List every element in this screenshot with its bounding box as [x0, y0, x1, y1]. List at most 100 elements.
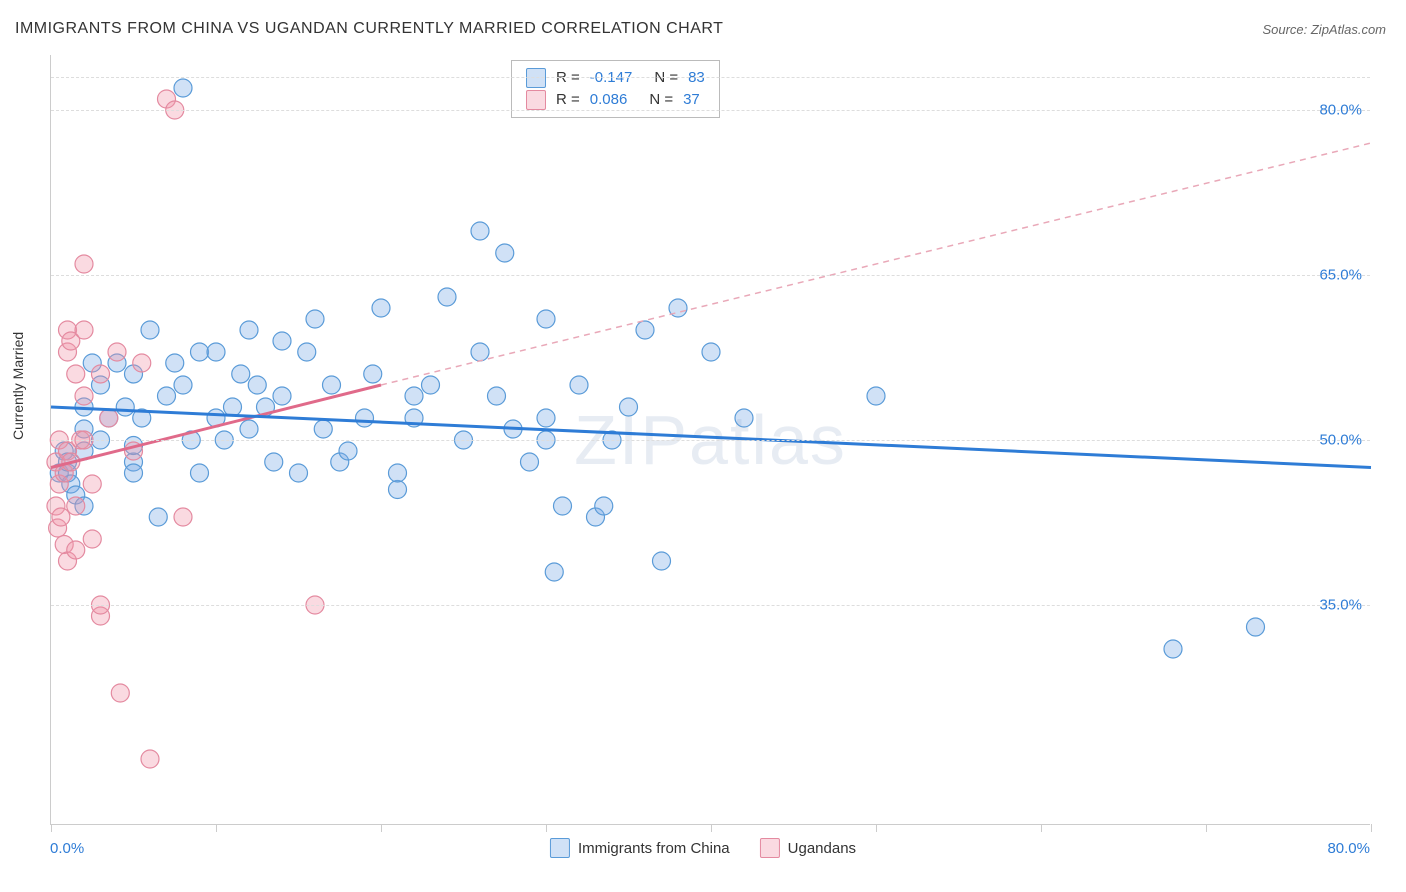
data-point [149, 508, 167, 526]
data-point [595, 497, 613, 515]
data-point [83, 530, 101, 548]
data-point [191, 343, 209, 361]
source-text: Source: ZipAtlas.com [1262, 22, 1386, 37]
legend-swatch [550, 838, 570, 858]
data-point [620, 398, 638, 416]
x-tick [51, 824, 52, 832]
y-tick-label: 35.0% [1319, 597, 1362, 614]
gridline [51, 605, 1370, 606]
data-point [389, 481, 407, 499]
x-tick [1206, 824, 1207, 832]
y-tick-label: 50.0% [1319, 432, 1362, 449]
data-point [273, 387, 291, 405]
data-point [108, 343, 126, 361]
data-point [323, 376, 341, 394]
data-point [240, 321, 258, 339]
data-point [67, 497, 85, 515]
data-point [389, 464, 407, 482]
legend-stat-row: R = -0.147N = 83 [526, 67, 705, 89]
data-point [735, 409, 753, 427]
data-point [653, 552, 671, 570]
data-point [100, 409, 118, 427]
data-point [75, 387, 93, 405]
chart-title: IMMIGRANTS FROM CHINA VS UGANDAN CURRENT… [15, 20, 723, 38]
data-point [339, 442, 357, 460]
data-point [554, 497, 572, 515]
data-point [1164, 640, 1182, 658]
gridline [51, 77, 1370, 78]
data-point [67, 365, 85, 383]
x-tick [1041, 824, 1042, 832]
data-point [306, 310, 324, 328]
stat-n-value: 83 [688, 67, 705, 89]
data-point [240, 420, 258, 438]
legend-swatch [760, 838, 780, 858]
gridline [51, 110, 1370, 111]
data-point [174, 508, 192, 526]
data-point [364, 365, 382, 383]
data-point [166, 354, 184, 372]
gridline [51, 440, 1370, 441]
y-tick-label: 80.0% [1319, 102, 1362, 119]
trend-line [381, 143, 1371, 385]
data-point [1247, 618, 1265, 636]
stat-n-value: 37 [683, 89, 700, 111]
data-point [92, 365, 110, 383]
data-point [537, 310, 555, 328]
y-axis-title: Currently Married [10, 332, 26, 440]
legend-label: Ugandans [788, 840, 856, 857]
data-point [702, 343, 720, 361]
data-point [405, 387, 423, 405]
data-point [273, 332, 291, 350]
data-point [298, 343, 316, 361]
stat-r-value: 0.086 [590, 89, 628, 111]
data-point [174, 79, 192, 97]
data-point [521, 453, 539, 471]
data-point [141, 321, 159, 339]
data-point [265, 453, 283, 471]
data-point [496, 244, 514, 262]
legend-stat-row: R = 0.086 N = 37 [526, 89, 705, 111]
gridline [51, 275, 1370, 276]
data-point [570, 376, 588, 394]
data-point [438, 288, 456, 306]
plot-area: ZIPatlas R = -0.147N = 83R = 0.086N = 37… [50, 55, 1370, 825]
y-tick-label: 65.0% [1319, 267, 1362, 284]
data-point [356, 409, 374, 427]
x-tick [876, 824, 877, 832]
data-point [372, 299, 390, 317]
legend-label: Immigrants from China [578, 840, 730, 857]
legend-swatch [526, 68, 546, 88]
data-point [636, 321, 654, 339]
x-max-label: 80.0% [1327, 840, 1370, 857]
data-point [422, 376, 440, 394]
data-point [232, 365, 250, 383]
data-point [537, 409, 555, 427]
data-point [471, 222, 489, 240]
legend-item: Immigrants from China [550, 838, 730, 858]
stat-r-label: R = [556, 89, 580, 111]
x-min-label: 0.0% [50, 840, 84, 857]
data-point [488, 387, 506, 405]
data-point [83, 475, 101, 493]
legend-item: Ugandans [760, 838, 856, 858]
data-point [314, 420, 332, 438]
x-tick [546, 824, 547, 832]
data-point [125, 464, 143, 482]
x-tick [711, 824, 712, 832]
stat-n-label: N = [649, 89, 673, 111]
data-point [141, 750, 159, 768]
stat-r-value: -0.147 [590, 67, 633, 89]
data-point [248, 376, 266, 394]
data-point [191, 464, 209, 482]
data-point [545, 563, 563, 581]
data-point [224, 398, 242, 416]
bottom-legend: Immigrants from China Ugandans [550, 838, 856, 858]
data-point [116, 398, 134, 416]
stat-n-label: N = [654, 67, 678, 89]
data-point [207, 343, 225, 361]
data-point [174, 376, 192, 394]
data-point [75, 255, 93, 273]
x-tick [1371, 824, 1372, 832]
data-point [111, 684, 129, 702]
